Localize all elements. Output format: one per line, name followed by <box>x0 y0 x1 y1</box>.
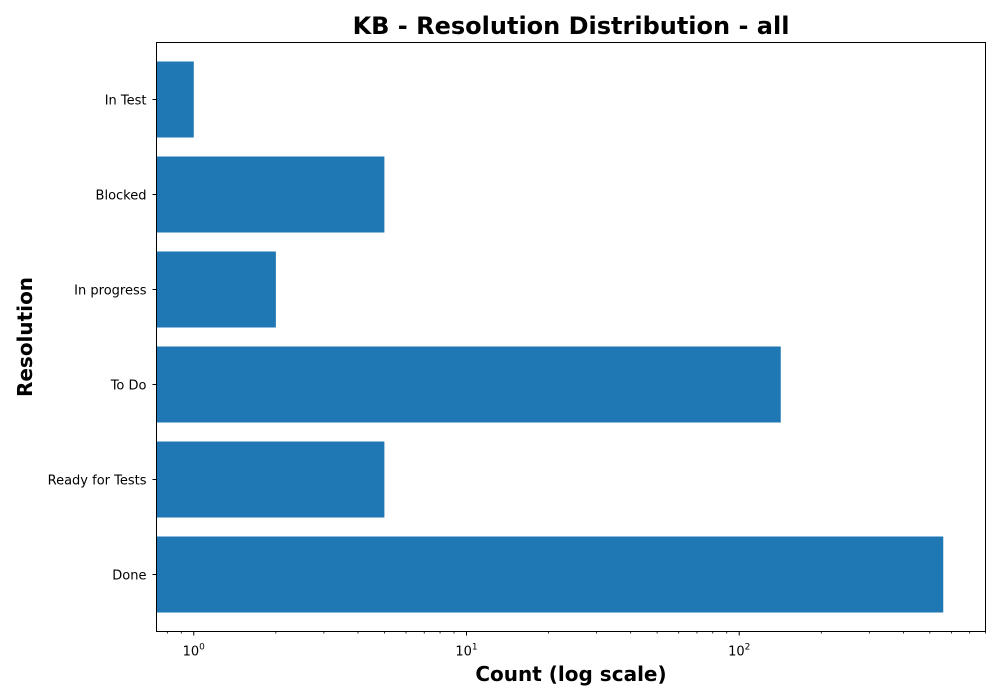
y-axis-label: Resolution <box>13 277 37 397</box>
bars-group <box>156 61 944 613</box>
x-axis-label: Count (log scale) <box>475 662 666 686</box>
y-tick-label: To Do <box>110 379 147 394</box>
x-tick-label: 101 <box>455 643 477 660</box>
y-tick-label: Ready for Tests <box>48 474 147 489</box>
bar-to-do <box>156 346 781 423</box>
y-axis-ticks: Done Ready for Tests To Do In progress Block… <box>48 94 157 584</box>
bar-in-test <box>156 61 194 138</box>
y-tick-label: In progress <box>74 284 147 299</box>
y-tick-label: In Test <box>105 94 147 109</box>
chart-title: KB - Resolution Distribution - all <box>353 12 790 40</box>
bar-ready-for-tests <box>156 441 385 518</box>
x-axis-ticks: 100 101 102 <box>166 631 986 660</box>
y-tick-label: Blocked <box>96 189 147 204</box>
bar-blocked <box>156 156 385 233</box>
y-tick-label: Done <box>112 569 146 584</box>
bar-in-progress <box>156 251 276 328</box>
plot-frame <box>156 42 986 632</box>
bar-done <box>156 536 944 613</box>
x-tick-label: 100 <box>183 643 206 660</box>
x-tick-label: 102 <box>728 643 750 660</box>
